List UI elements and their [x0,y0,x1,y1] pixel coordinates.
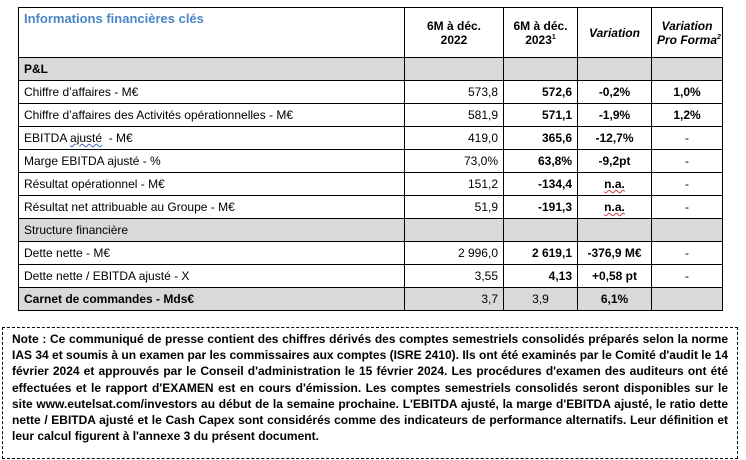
value-2022: 73,0% [404,149,504,173]
row-label: Marge EBITDA ajusté - % [18,149,405,173]
row-label-part-underlined: ajusté [70,131,103,145]
value-variation: +0,58 pt [577,264,652,288]
table-row: Dette nette - M€ 2 996,0 2 619,1 -376,9 … [18,241,723,265]
value-2022: 3,7 [404,287,504,311]
row-label: Résultat net attribuable au Groupe - M€ [18,195,405,219]
value-2023: 2 619,1 [503,241,578,265]
row-label: EBITDA ajusté - M€ [18,126,405,150]
section-row-financial-structure: Structure financière [18,218,723,242]
note-box: Note : Ce communiqué de presse contient … [2,327,738,459]
value-variation: -376,9 M€ [577,241,652,265]
value-proforma: - [651,241,723,265]
row-label-part: EBITDA [24,131,71,145]
header-6m-2023: 6M à déc. 20231 [503,7,578,58]
row-label: Dette nette - M€ [18,241,405,265]
value-variation: -1,9% [577,103,652,127]
header-6m-2023-line2: 2023 [525,32,552,47]
row-label: Carnet de commandes - Mds€ [18,287,405,311]
value-variation-text: n.a. [604,200,625,214]
value-proforma-empty [651,287,723,311]
header-pf-line2: Pro Forma [657,32,718,47]
row-label: Chiffre d’affaires - M€ [18,80,405,104]
row-label: Dette nette / EBITDA ajusté - X [18,264,405,288]
value-2023: 63,8% [503,149,578,173]
value-variation: -12,7% [577,126,652,150]
header-6m-2023-line1: 6M à déc. [513,18,568,33]
value-proforma: - [651,172,723,196]
table-row: Dette nette / EBITDA ajusté - X 3,55 4,1… [18,264,723,288]
table-row: Marge EBITDA ajusté - % 73,0% 63,8% -9,2… [18,149,723,173]
value-variation-text: n.a. [604,177,625,191]
value-proforma: 1,0% [651,80,723,104]
value-2023: -191,3 [503,195,578,219]
value-variation: -9,2pt [577,149,652,173]
value-proforma: - [651,149,723,173]
value-variation: 6,1% [577,287,652,311]
value-2022: 581,9 [404,103,504,127]
section-row-pl: P&L [18,57,723,81]
value-2022: 2 996,0 [404,241,504,265]
financial-table: Informations financières clés 6M à déc. … [18,7,723,311]
header-variation: Variation [577,7,652,58]
table-row: Résultat opérationnel - M€ 151,2 -134,4 … [18,172,723,196]
header-6m-2022-line2: 2022 [440,32,468,47]
value-proforma: 1,2% [651,103,723,127]
footnote-ref-1: 1 [551,33,556,41]
table-title: Informations financières clés [18,7,405,58]
value-variation: n.a. [577,172,652,196]
row-label: Chiffre d’affaires des Activités opérati… [18,103,405,127]
value-2023: 571,1 [503,103,578,127]
value-2023: 365,6 [503,126,578,150]
section-label: P&L [18,57,405,81]
section-label: Structure financière [18,218,405,242]
value-2022: 151,2 [404,172,504,196]
value-2022: 3,55 [404,264,504,288]
table-row-backlog: Carnet de commandes - Mds€ 3,7 3,9 6,1% [18,287,723,311]
value-2023: -134,4 [503,172,578,196]
header-variation-pro-forma: Variation Pro Forma2 [651,7,723,58]
value-proforma: - [651,195,723,219]
value-proforma: - [651,264,723,288]
value-variation: n.a. [577,195,652,219]
table-row: Chiffre d’affaires - M€ 573,8 572,6 -0,2… [18,80,723,104]
row-label: Résultat opérationnel - M€ [18,172,405,196]
header-6m-2022: 6M à déc. 2022 [404,7,504,58]
value-proforma: - [651,126,723,150]
value-2023: 572,6 [503,80,578,104]
table-row: Résultat net attribuable au Groupe - M€ … [18,195,723,219]
table-header-row: Informations financières clés 6M à déc. … [18,7,723,58]
value-2023: 3,9 [503,287,578,311]
footnote-ref-2: 2 [717,33,721,41]
value-2022: 419,0 [404,126,504,150]
header-pf-line1: Variation [661,18,713,33]
value-2022: 51,9 [404,195,504,219]
value-2022: 573,8 [404,80,504,104]
table-row: EBITDA ajusté - M€ 419,0 365,6 -12,7% - [18,126,723,150]
table-row: Chiffre d’affaires des Activités opérati… [18,103,723,127]
value-2023: 4,13 [503,264,578,288]
value-variation: -0,2% [577,80,652,104]
row-label-part: - M€ [102,131,133,145]
header-6m-2022-line1: 6M à déc. [426,18,482,33]
